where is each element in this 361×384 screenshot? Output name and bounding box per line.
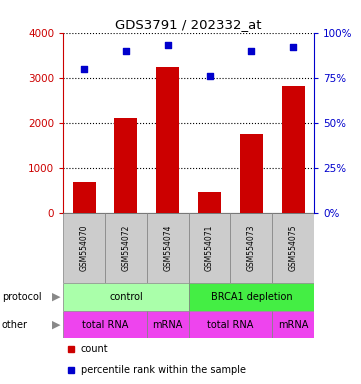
Text: count: count — [81, 344, 108, 354]
Bar — [114, 119, 138, 214]
Text: ▶: ▶ — [52, 319, 60, 329]
Bar — [272, 214, 314, 283]
Bar — [63, 283, 188, 311]
Point — [81, 66, 87, 72]
Bar — [188, 214, 230, 283]
Text: mRNA: mRNA — [153, 319, 183, 329]
Bar — [73, 182, 96, 214]
Text: BRCA1 depletion: BRCA1 depletion — [210, 292, 292, 302]
Bar — [188, 311, 272, 338]
Point — [290, 44, 296, 50]
Bar — [230, 214, 272, 283]
Title: GDS3791 / 202332_at: GDS3791 / 202332_at — [116, 18, 262, 31]
Bar — [272, 311, 314, 338]
Bar — [156, 66, 179, 214]
Bar — [147, 311, 188, 338]
Text: total RNA: total RNA — [207, 319, 254, 329]
Text: GSM554072: GSM554072 — [121, 225, 130, 271]
Text: protocol: protocol — [2, 292, 42, 302]
Text: ▶: ▶ — [52, 292, 60, 302]
Point — [123, 48, 129, 54]
Text: GSM554073: GSM554073 — [247, 225, 256, 271]
Bar — [188, 283, 314, 311]
Bar — [105, 214, 147, 283]
Bar — [198, 192, 221, 214]
Bar — [240, 134, 263, 214]
Text: total RNA: total RNA — [82, 319, 128, 329]
Text: mRNA: mRNA — [278, 319, 308, 329]
Bar — [282, 86, 305, 214]
Text: control: control — [109, 292, 143, 302]
Bar — [147, 214, 188, 283]
Text: GSM554074: GSM554074 — [163, 225, 172, 271]
Text: other: other — [2, 319, 28, 329]
Text: GSM554075: GSM554075 — [289, 225, 298, 271]
Point — [248, 48, 254, 54]
Text: GSM554071: GSM554071 — [205, 225, 214, 271]
Text: GSM554070: GSM554070 — [79, 225, 88, 271]
Text: percentile rank within the sample: percentile rank within the sample — [81, 365, 246, 375]
Bar — [63, 214, 105, 283]
Point — [206, 73, 212, 79]
Bar — [63, 311, 147, 338]
Point — [165, 42, 171, 48]
